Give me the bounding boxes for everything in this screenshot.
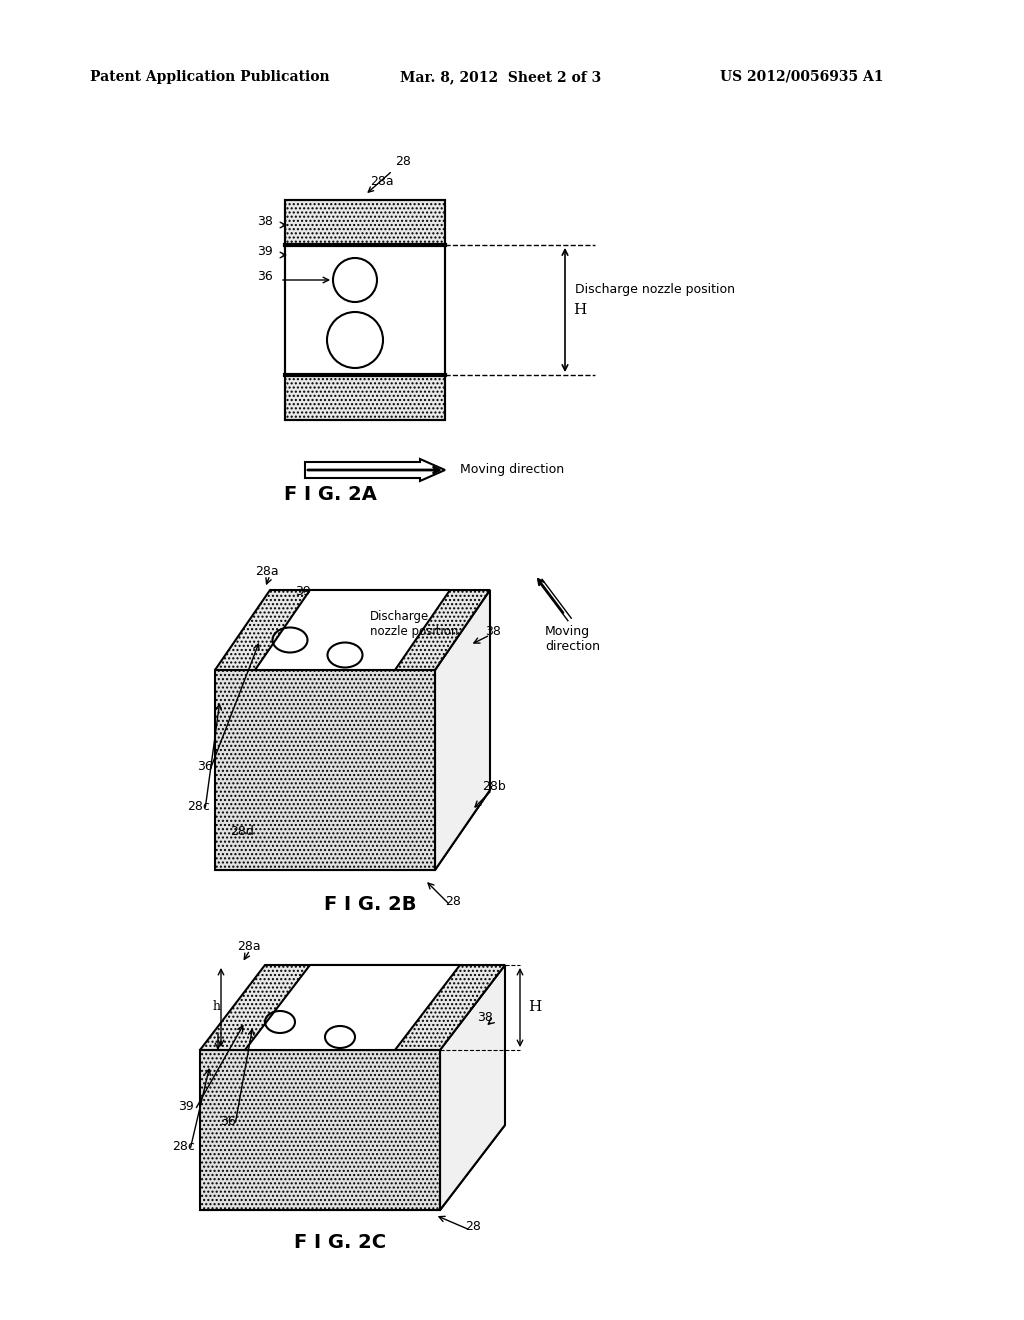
Polygon shape	[255, 590, 450, 671]
Text: Moving direction: Moving direction	[460, 463, 564, 477]
Polygon shape	[215, 671, 435, 870]
Text: F I G. 2B: F I G. 2B	[324, 895, 416, 913]
Text: 28: 28	[445, 895, 461, 908]
Polygon shape	[435, 590, 490, 870]
Text: 28a: 28a	[237, 940, 261, 953]
Polygon shape	[440, 965, 505, 1210]
Text: h: h	[213, 1001, 221, 1014]
Text: 28a: 28a	[370, 176, 393, 187]
Text: 28a: 28a	[255, 565, 279, 578]
Text: Moving
direction: Moving direction	[545, 624, 600, 653]
Text: 38: 38	[485, 624, 501, 638]
Text: 28: 28	[465, 1220, 481, 1233]
Polygon shape	[215, 590, 490, 671]
Text: 28: 28	[369, 154, 411, 193]
Text: 39: 39	[257, 246, 272, 257]
Text: 36: 36	[257, 271, 272, 282]
Text: 28b: 28b	[482, 780, 506, 793]
Text: 36: 36	[197, 760, 213, 774]
Text: 36: 36	[220, 1115, 236, 1129]
Text: 28c: 28c	[187, 800, 210, 813]
Text: 38: 38	[477, 1011, 493, 1024]
Text: H: H	[573, 304, 587, 317]
Text: 39: 39	[295, 585, 310, 598]
FancyArrow shape	[305, 459, 445, 480]
Text: 28d: 28d	[230, 825, 254, 838]
Polygon shape	[285, 246, 445, 375]
Polygon shape	[200, 965, 505, 1049]
Text: Mar. 8, 2012  Sheet 2 of 3: Mar. 8, 2012 Sheet 2 of 3	[400, 70, 601, 84]
Text: 39: 39	[178, 1100, 194, 1113]
Text: F I G. 2A: F I G. 2A	[284, 484, 377, 504]
Text: Discharge
nozzle position: Discharge nozzle position	[370, 610, 459, 638]
Polygon shape	[285, 375, 445, 420]
Text: Discharge nozzle position: Discharge nozzle position	[575, 284, 735, 297]
Text: Patent Application Publication: Patent Application Publication	[90, 70, 330, 84]
Text: 28c: 28c	[172, 1140, 195, 1152]
Text: 38: 38	[257, 215, 272, 228]
Polygon shape	[200, 1125, 505, 1210]
Polygon shape	[215, 789, 490, 870]
Text: US 2012/0056935 A1: US 2012/0056935 A1	[720, 70, 884, 84]
Polygon shape	[285, 201, 445, 246]
Polygon shape	[245, 965, 460, 1049]
Text: H: H	[528, 1001, 542, 1014]
Polygon shape	[200, 1049, 440, 1210]
Text: F I G. 2C: F I G. 2C	[294, 1233, 386, 1251]
